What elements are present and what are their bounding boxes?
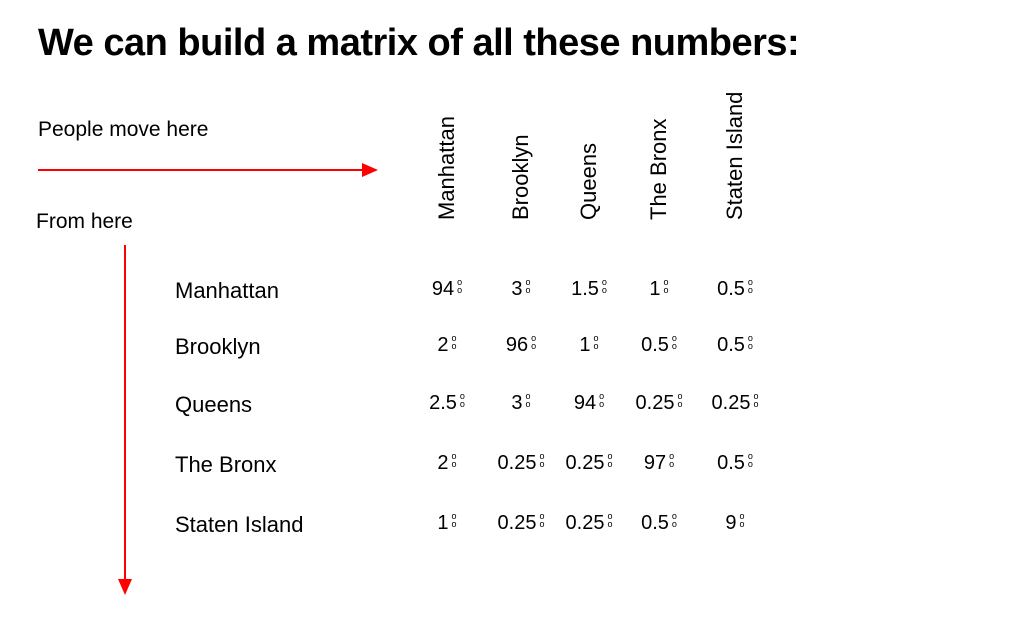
matrix-cell: 3oo xyxy=(486,278,556,301)
arrow-right-icon xyxy=(38,155,378,185)
row-label: Staten Island xyxy=(175,512,303,538)
column-header: The Bronx xyxy=(646,90,672,220)
row-label: Brooklyn xyxy=(175,334,261,360)
matrix-cell: 0.25oo xyxy=(700,392,770,415)
matrix-cell: 97oo xyxy=(624,452,694,475)
arrow-down-icon xyxy=(110,245,140,595)
matrix-cell: 1oo xyxy=(412,512,482,535)
matrix-cell: 0.5oo xyxy=(700,334,770,357)
matrix-cell: 9oo xyxy=(700,512,770,535)
matrix-cell: 0.5oo xyxy=(700,278,770,301)
matrix-cell: 96oo xyxy=(486,334,556,357)
matrix-cell: 1oo xyxy=(624,278,694,301)
column-header: Staten Island xyxy=(722,90,748,220)
matrix-cell: 3oo xyxy=(486,392,556,415)
matrix-cell: 0.25oo xyxy=(486,452,556,475)
matrix-cell: 0.5oo xyxy=(624,512,694,535)
matrix-cell: 0.5oo xyxy=(700,452,770,475)
column-header: Brooklyn xyxy=(508,90,534,220)
matrix-cell: 2.5oo xyxy=(412,392,482,415)
matrix-cell: 94oo xyxy=(554,392,624,415)
matrix-cell: 2oo xyxy=(412,452,482,475)
matrix-cell: 94oo xyxy=(412,278,482,301)
matrix-cell: 0.25oo xyxy=(554,452,624,475)
row-label: Queens xyxy=(175,392,252,418)
matrix-cell: 0.25oo xyxy=(624,392,694,415)
matrix-cell: 0.5oo xyxy=(624,334,694,357)
matrix-cell: 1oo xyxy=(554,334,624,357)
matrix-cell: 0.25oo xyxy=(486,512,556,535)
matrix-cell: 0.25oo xyxy=(554,512,624,535)
destination-label: People move here xyxy=(38,118,208,142)
origin-label: From here xyxy=(36,210,133,234)
matrix-cell: 1.5oo xyxy=(554,278,624,301)
column-header: Manhattan xyxy=(434,90,460,220)
row-label: Manhattan xyxy=(175,278,279,304)
page-title: We can build a matrix of all these numbe… xyxy=(38,22,799,65)
matrix-cell: 2oo xyxy=(412,334,482,357)
column-header: Queens xyxy=(576,90,602,220)
row-label: The Bronx xyxy=(175,452,277,478)
